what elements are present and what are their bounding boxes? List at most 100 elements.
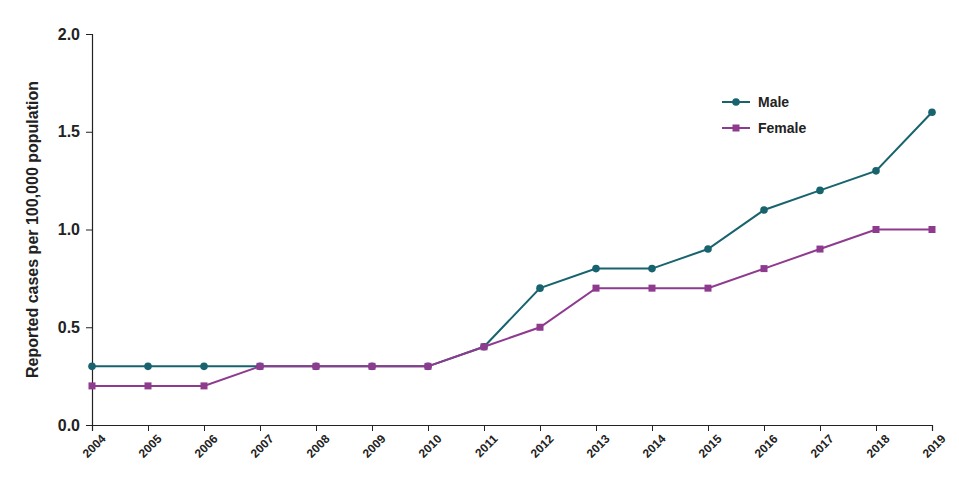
- y-tick: 1.0: [58, 221, 92, 238]
- series-marker: [368, 363, 376, 371]
- marker-shape: [704, 245, 712, 253]
- x-tick-mark: [148, 425, 149, 431]
- marker-shape: [537, 324, 544, 331]
- x-tick: 2005: [136, 425, 165, 461]
- x-tick-label: 2007: [248, 432, 277, 461]
- series-marker: [872, 167, 880, 175]
- series-marker: [481, 343, 488, 350]
- x-tick-mark: [316, 425, 317, 431]
- x-tick-label: 2016: [752, 432, 781, 461]
- marker-shape: [256, 363, 264, 371]
- series-marker: [88, 363, 96, 371]
- x-tick: 2014: [640, 425, 669, 461]
- y-tick-label: 0.0: [58, 417, 80, 434]
- y-axis-title: Reported cases per 100,000 population: [24, 81, 41, 378]
- series-marker: [537, 324, 544, 331]
- marker-shape: [593, 285, 600, 292]
- marker-shape: [928, 108, 936, 116]
- chart: 0.00.51.01.52.02004200520062007200820092…: [0, 0, 959, 493]
- legend: MaleFemale: [722, 94, 806, 136]
- x-tick-mark: [820, 425, 821, 431]
- series-marker: [200, 363, 208, 371]
- plot: 0.00.51.01.52.02004200520062007200820092…: [58, 26, 949, 461]
- x-tick-mark: [540, 425, 541, 431]
- x-axis: 2004200520062007200820092010201120122013…: [80, 425, 949, 461]
- x-tick-mark: [708, 425, 709, 431]
- series-marker: [313, 363, 320, 370]
- series-marker: [201, 382, 208, 389]
- series-marker: [144, 363, 152, 371]
- x-tick: 2012: [528, 425, 557, 461]
- y-tick-mark: [86, 425, 92, 426]
- x-tick: 2011: [472, 425, 501, 460]
- marker-shape: [816, 187, 824, 195]
- marker-shape: [369, 363, 376, 370]
- y-tick: 1.5: [58, 123, 92, 140]
- x-tick: 2010: [416, 425, 445, 461]
- series-marker: [89, 382, 96, 389]
- legend-marker-shape: [733, 125, 740, 132]
- series-marker: [816, 187, 824, 195]
- series-marker: [424, 363, 432, 371]
- y-tick: 0.0: [58, 417, 92, 434]
- x-tick-label: 2013: [584, 432, 613, 461]
- x-tick-label: 2004: [80, 432, 109, 461]
- legend-marker-shape: [732, 98, 740, 106]
- marker-shape: [200, 363, 208, 371]
- series-marker: [312, 363, 320, 371]
- series-marker: [649, 285, 656, 292]
- legend-marker: [733, 125, 740, 132]
- y-tick-mark: [86, 34, 92, 35]
- series-line: [92, 112, 932, 366]
- marker-shape: [929, 226, 936, 233]
- x-tick: 2004: [80, 425, 109, 461]
- x-tick: 2018: [864, 425, 893, 461]
- x-tick-label: 2017: [808, 432, 837, 461]
- marker-shape: [649, 285, 656, 292]
- marker-shape: [424, 363, 432, 371]
- x-tick-label: 2011: [472, 432, 501, 461]
- series-marker: [536, 284, 544, 292]
- marker-shape: [872, 167, 880, 175]
- x-tick-mark: [92, 425, 93, 431]
- marker-shape: [257, 363, 264, 370]
- marker-shape: [817, 246, 824, 253]
- series-marker: [256, 363, 264, 371]
- marker-shape: [760, 206, 768, 214]
- y-tick: 0.5: [58, 319, 92, 336]
- marker-shape: [648, 265, 656, 273]
- x-tick: 2019: [920, 425, 949, 461]
- x-tick-mark: [932, 425, 933, 431]
- marker-shape: [761, 265, 768, 272]
- x-tick-mark: [428, 425, 429, 431]
- x-tick: 2017: [808, 425, 837, 461]
- x-tick-mark: [484, 425, 485, 431]
- series-marker: [593, 285, 600, 292]
- y-tick-mark: [86, 327, 92, 328]
- x-tick-label: 2019: [920, 432, 949, 461]
- marker-shape: [368, 363, 376, 371]
- series-marker: [425, 363, 432, 370]
- marker-shape: [201, 382, 208, 389]
- marker-shape: [312, 363, 320, 371]
- legend-label: Female: [758, 120, 806, 136]
- y-tick: 2.0: [58, 26, 92, 43]
- series-marker: [873, 226, 880, 233]
- x-tick-mark: [764, 425, 765, 431]
- series-marker: [705, 285, 712, 292]
- series-group: [88, 108, 936, 389]
- legend-item: Female: [722, 120, 806, 136]
- marker-shape: [88, 363, 96, 371]
- marker-shape: [480, 343, 488, 351]
- y-tick-label: 1.5: [58, 123, 80, 140]
- y-tick-label: 1.0: [58, 221, 80, 238]
- series-line: [92, 230, 932, 386]
- x-tick-mark: [260, 425, 261, 431]
- x-tick: 2016: [752, 425, 781, 461]
- x-tick: 2013: [584, 425, 613, 461]
- marker-shape: [873, 226, 880, 233]
- x-tick: 2008: [304, 425, 333, 461]
- x-tick: 2015: [696, 425, 725, 461]
- marker-shape: [705, 285, 712, 292]
- x-tick-label: 2014: [640, 432, 669, 461]
